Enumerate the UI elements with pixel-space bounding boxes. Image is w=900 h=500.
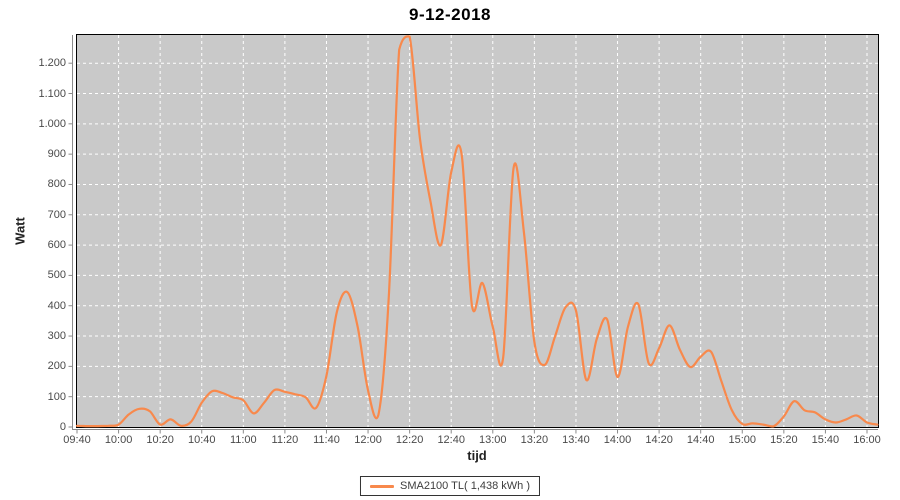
y-tick-label: 1.100	[38, 87, 66, 100]
x-tick-label: 12:00	[354, 434, 382, 446]
x-tick-label: 15:40	[811, 434, 840, 446]
x-tick-label: 13:00	[479, 434, 507, 446]
series-line	[75, 35, 879, 428]
x-tick-label: 15:20	[770, 434, 798, 446]
x-tick-label: 14:00	[603, 434, 632, 446]
y-tick-label: 300	[47, 330, 66, 343]
x-tick-label: 10:00	[104, 434, 133, 446]
chart-title: 9-12-2018	[408, 5, 491, 24]
y-tick-label: 1.000	[38, 117, 66, 130]
x-tick-label: 13:20	[520, 434, 549, 446]
y-tick-label: 100	[47, 390, 66, 403]
plot-area	[76, 34, 879, 428]
y-tick-label: 0	[59, 421, 66, 433]
y-tick-label: 600	[47, 239, 66, 252]
x-tick-label: 10:40	[187, 434, 216, 446]
y-tick-label: 700	[47, 208, 66, 221]
x-tick-label: 12:20	[395, 434, 424, 446]
x-tick-label: 12:40	[437, 434, 465, 446]
x-tick-label: 11:00	[229, 434, 257, 446]
x-tick-label: 11:40	[313, 434, 340, 446]
legend: SMA2100 TL( 1,438 kWh )	[359, 476, 541, 496]
x-tick-label: 13:40	[562, 434, 590, 446]
x-tick-label: 16:00	[853, 434, 881, 446]
y-tick-label: 200	[47, 360, 66, 373]
y-tick-label: 800	[47, 178, 66, 191]
x-tick-label: 14:40	[686, 434, 715, 446]
x-tick-label: 14:20	[645, 434, 673, 446]
x-tick-label: 15:00	[728, 434, 757, 446]
x-axis-title: tijd	[467, 448, 487, 463]
x-tick-label: 10:20	[146, 434, 174, 446]
legend-label: SMA2100 TL( 1,438 kWh )	[399, 480, 531, 492]
y-tick-label: 1.200	[38, 57, 66, 70]
x-tick-label: 11:20	[271, 434, 299, 446]
legend-line-swatch	[369, 484, 394, 488]
y-tick-label: 500	[47, 269, 66, 282]
x-tick-label: 09:40	[63, 434, 91, 446]
y-tick-label: 400	[47, 299, 66, 312]
y-tick-label: 900	[47, 148, 66, 161]
